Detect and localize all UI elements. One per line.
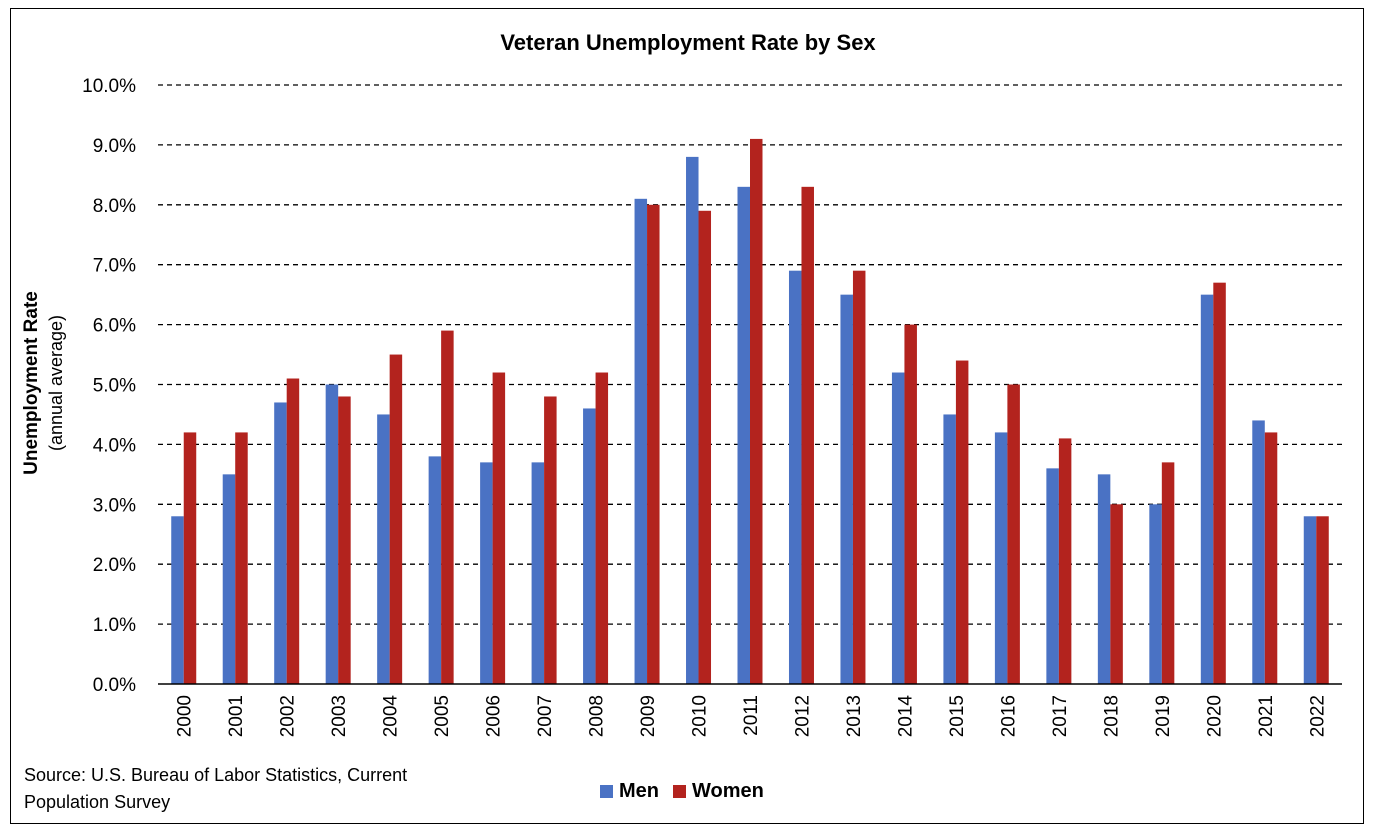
x-tick-label: 2016 — [998, 695, 1019, 737]
bar-men — [531, 462, 545, 684]
x-tick-label: 2009 — [638, 695, 659, 737]
bar-men — [840, 294, 853, 684]
bar-women — [698, 210, 712, 685]
bar-men — [1252, 420, 1265, 684]
x-tick-label: 2005 — [432, 695, 453, 737]
bar-women — [286, 378, 300, 684]
legend-swatch-men — [600, 785, 613, 798]
bar-men — [788, 270, 802, 684]
source-note: Source: U.S. Bureau of Labor Statistics,… — [24, 762, 407, 816]
source-line-1: Source: U.S. Bureau of Labor Statistics,… — [24, 765, 408, 785]
legend-label-men: Men — [619, 780, 659, 802]
chart-title: Veteran Unemployment Rate by Sex — [500, 30, 876, 55]
bar-women — [750, 138, 763, 684]
bar-men — [737, 186, 750, 684]
bar-men — [583, 408, 596, 684]
bar-men — [686, 156, 699, 684]
legend-swatch-women — [673, 785, 686, 798]
bar-men — [1200, 294, 1214, 684]
bar-men — [171, 516, 184, 684]
x-tick-label: 2002 — [278, 695, 299, 737]
bar-women — [852, 270, 866, 684]
bar-women — [235, 432, 248, 684]
bar-men — [480, 462, 493, 684]
legend: Men Women — [600, 780, 778, 803]
bar-men — [943, 414, 956, 684]
bar-women — [389, 354, 403, 684]
bar-women — [904, 324, 917, 684]
y-tick-label: 9.0% — [93, 136, 136, 157]
bar-women — [595, 372, 609, 684]
bar-women — [647, 204, 660, 685]
x-tick-label: 2018 — [1101, 695, 1122, 737]
x-tick-label: 2019 — [1153, 695, 1174, 737]
bar-men — [274, 402, 287, 684]
x-tick-label: 2010 — [690, 695, 711, 737]
legend-item-men: Men — [600, 780, 659, 803]
x-tick-label: 2004 — [381, 695, 402, 738]
bar-men — [891, 372, 905, 684]
y-tick-label: 5.0% — [93, 376, 136, 397]
y-tick-label: 10.0% — [82, 76, 136, 97]
bar-men — [325, 384, 339, 684]
y-tick-label: 2.0% — [93, 555, 136, 576]
bar-men — [1149, 504, 1162, 684]
chart-frame — [10, 8, 1364, 824]
x-tick-label: 2012 — [792, 695, 813, 737]
x-tick-label: 2022 — [1307, 695, 1328, 737]
x-tick-label: 2000 — [175, 695, 196, 737]
bar-women — [1213, 282, 1226, 684]
bar-women — [1264, 432, 1278, 684]
bar-men — [634, 198, 648, 684]
x-tick-label: 2021 — [1256, 695, 1277, 737]
bar-women — [441, 330, 454, 684]
bar-women — [801, 186, 814, 684]
x-tick-label: 2003 — [329, 695, 350, 737]
y-tick-label: 7.0% — [93, 256, 136, 277]
bar-women — [544, 396, 557, 684]
bar-men — [377, 414, 390, 684]
bar-men — [994, 432, 1008, 684]
bar-women — [955, 360, 969, 684]
bar-men — [428, 456, 442, 684]
bar-men — [1303, 516, 1317, 684]
bar-women — [492, 372, 506, 684]
y-tick-label: 8.0% — [93, 196, 136, 217]
bar-women — [1161, 462, 1175, 684]
x-tick-label: 2017 — [1050, 695, 1071, 737]
bar-women — [1110, 504, 1123, 684]
x-tick-label: 2006 — [484, 695, 505, 737]
bar-men — [1097, 474, 1111, 684]
x-tick-label: 2014 — [895, 695, 916, 738]
x-tick-label: 2001 — [226, 695, 247, 737]
y-tick-label: 1.0% — [93, 615, 136, 636]
bar-men — [222, 474, 236, 684]
legend-label-women: Women — [692, 780, 764, 802]
y-tick-label: 3.0% — [93, 495, 136, 516]
bar-women — [1007, 384, 1020, 684]
bar-men — [1046, 468, 1059, 684]
y-tick-label: 4.0% — [93, 435, 136, 456]
source-line-2: Population Survey — [24, 792, 171, 812]
x-tick-label: 2008 — [587, 695, 608, 737]
legend-item-women: Women — [673, 780, 764, 803]
x-tick-label: 2015 — [947, 695, 968, 737]
x-tick-label: 2020 — [1204, 695, 1225, 737]
x-tick-label: 2007 — [535, 695, 556, 737]
x-tick-label: 2011 — [741, 695, 762, 736]
bar-women — [1058, 438, 1072, 684]
y-tick-label: 0.0% — [93, 675, 136, 696]
bar-women — [338, 396, 351, 684]
bar-women — [183, 432, 197, 684]
bar-women — [1316, 516, 1329, 684]
y-tick-label: 6.0% — [93, 316, 136, 337]
x-tick-label: 2013 — [844, 695, 865, 737]
